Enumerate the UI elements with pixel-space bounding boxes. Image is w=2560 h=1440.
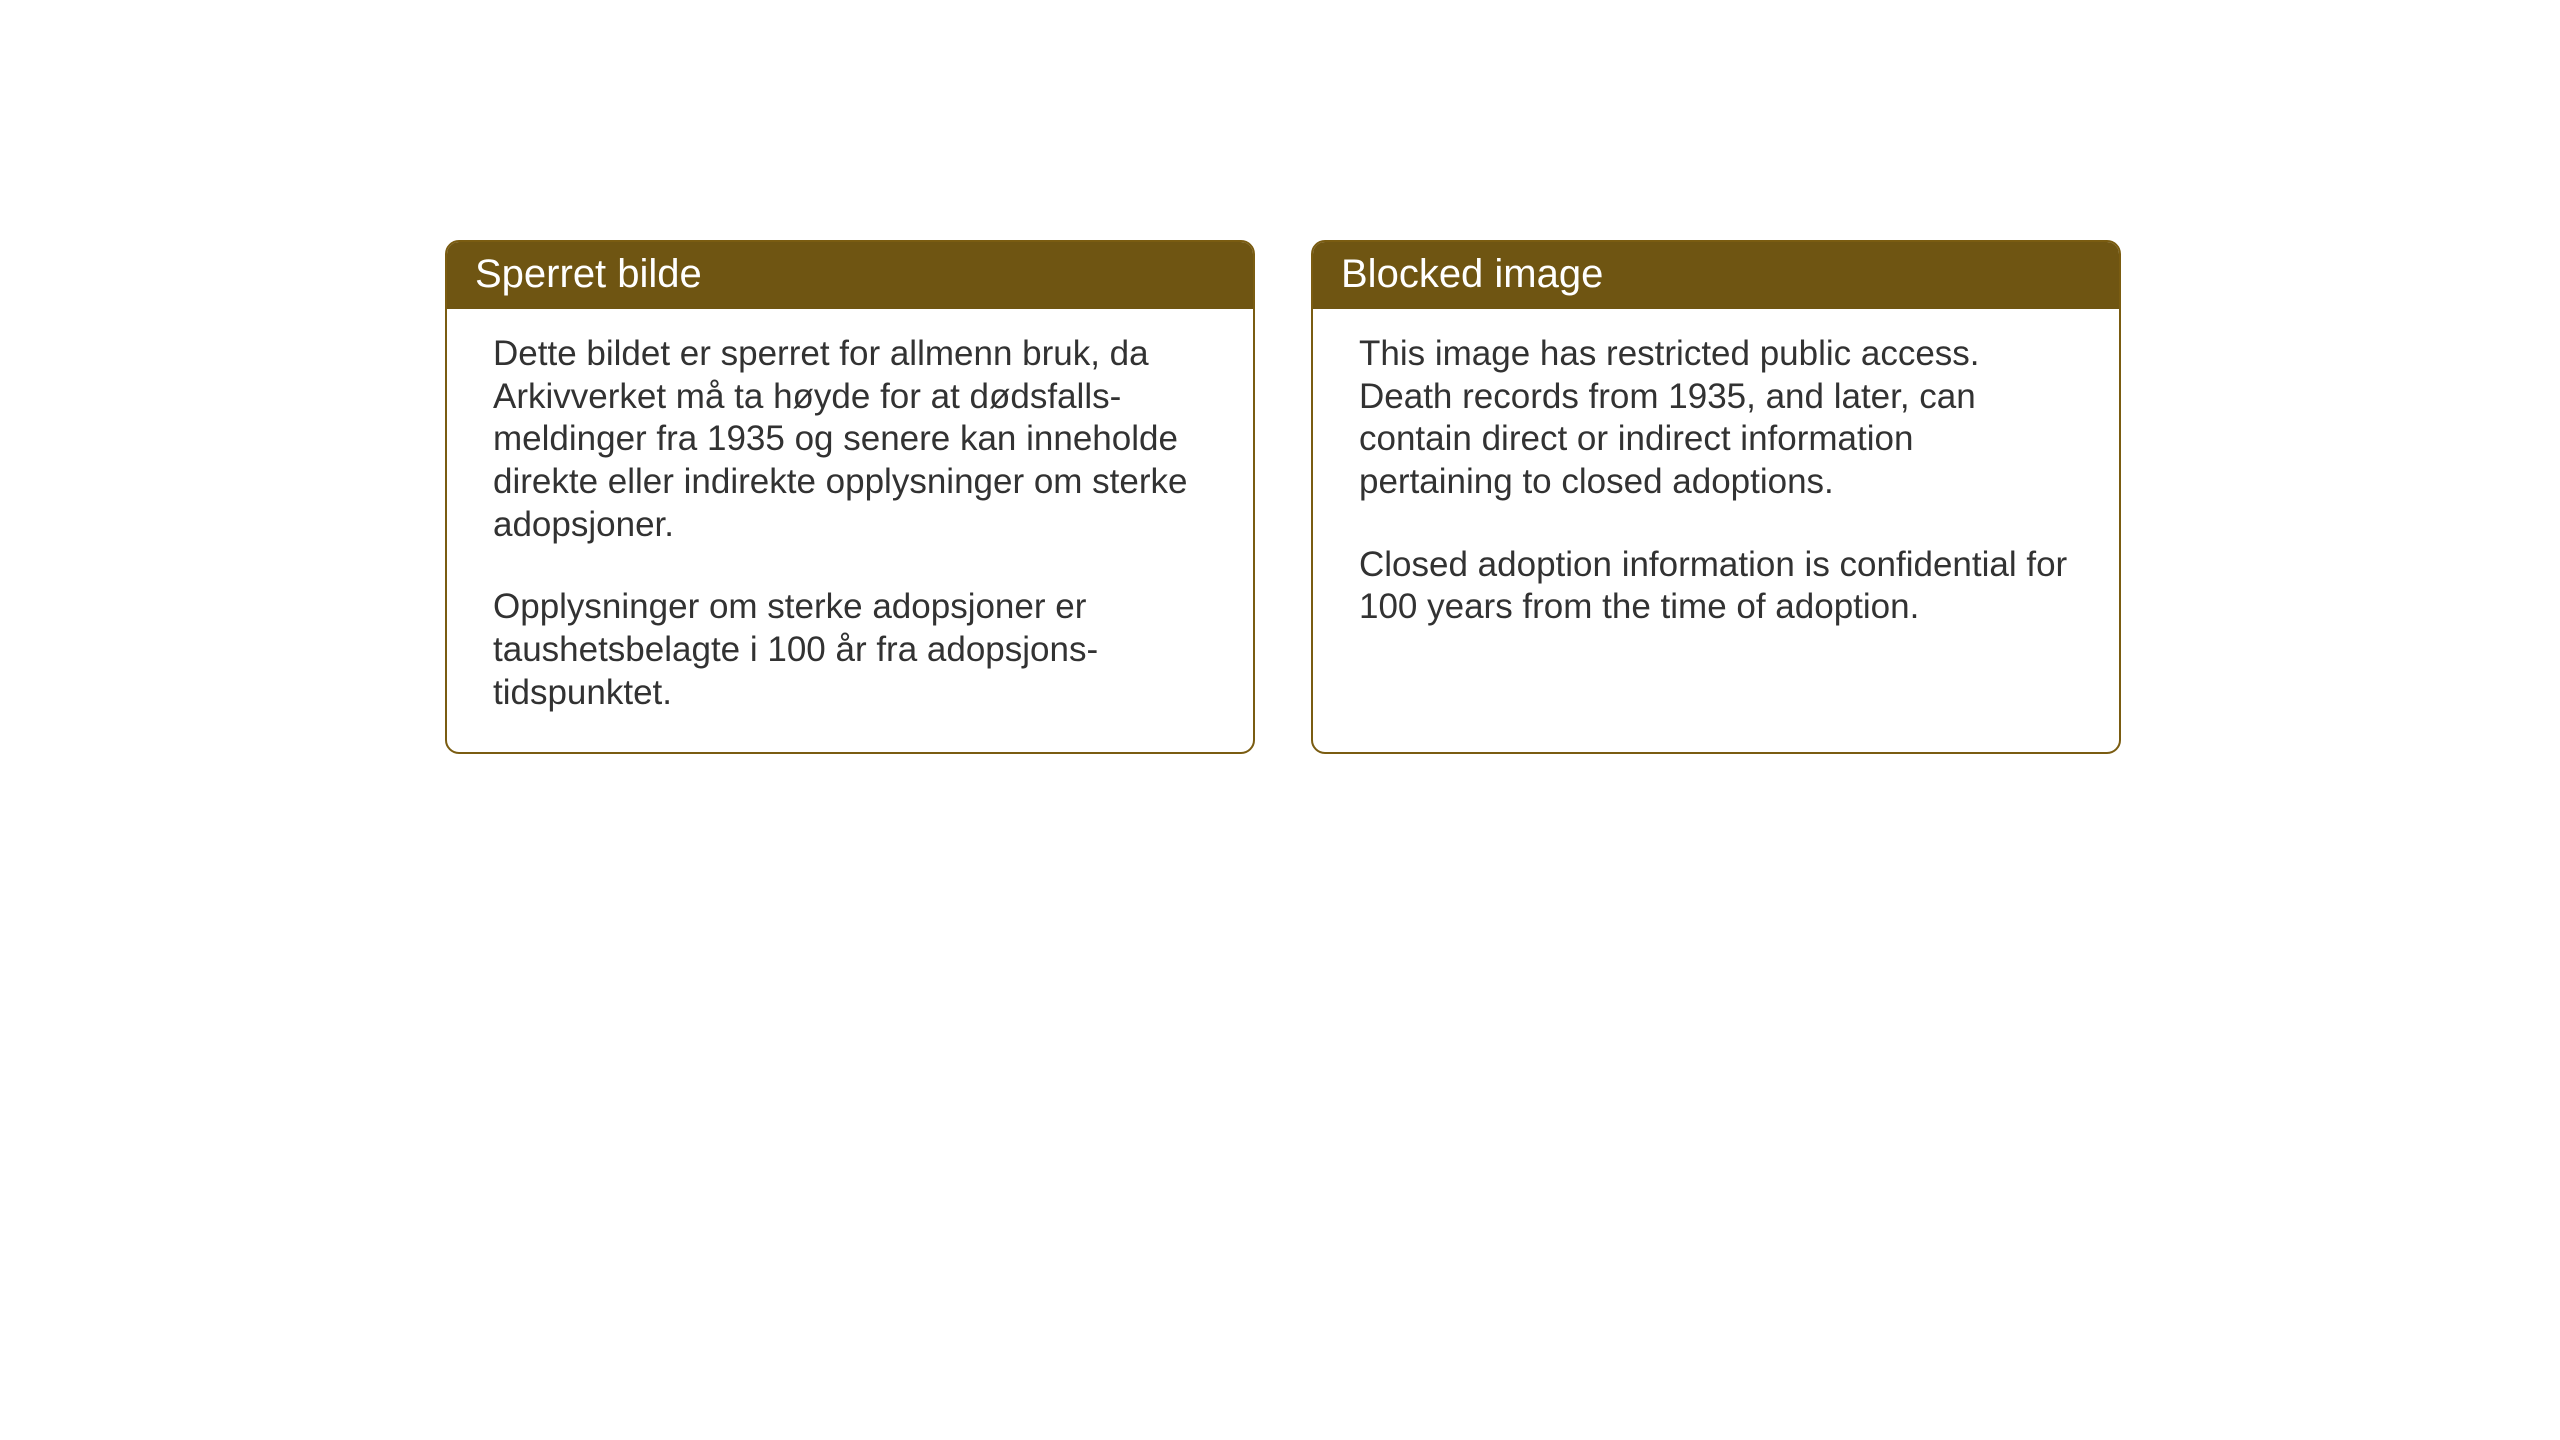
cards-container: Sperret bilde Dette bildet er sperret fo… [445,240,2121,754]
english-notice-card: Blocked image This image has restricted … [1311,240,2121,754]
english-paragraph-2: Closed adoption information is confident… [1359,544,2073,629]
norwegian-card-title: Sperret bilde [475,252,702,296]
english-paragraph-1: This image has restricted public access.… [1359,333,2073,504]
norwegian-paragraph-2: Opplysninger om sterke adopsjoner er tau… [493,586,1207,714]
norwegian-notice-card: Sperret bilde Dette bildet er sperret fo… [445,240,1255,754]
norwegian-card-header: Sperret bilde [447,242,1253,309]
norwegian-paragraph-1: Dette bildet er sperret for allmenn bruk… [493,333,1207,546]
english-card-body: This image has restricted public access.… [1313,309,2119,665]
english-card-title: Blocked image [1341,252,1603,296]
norwegian-card-body: Dette bildet er sperret for allmenn bruk… [447,309,1253,751]
english-card-header: Blocked image [1313,242,2119,309]
